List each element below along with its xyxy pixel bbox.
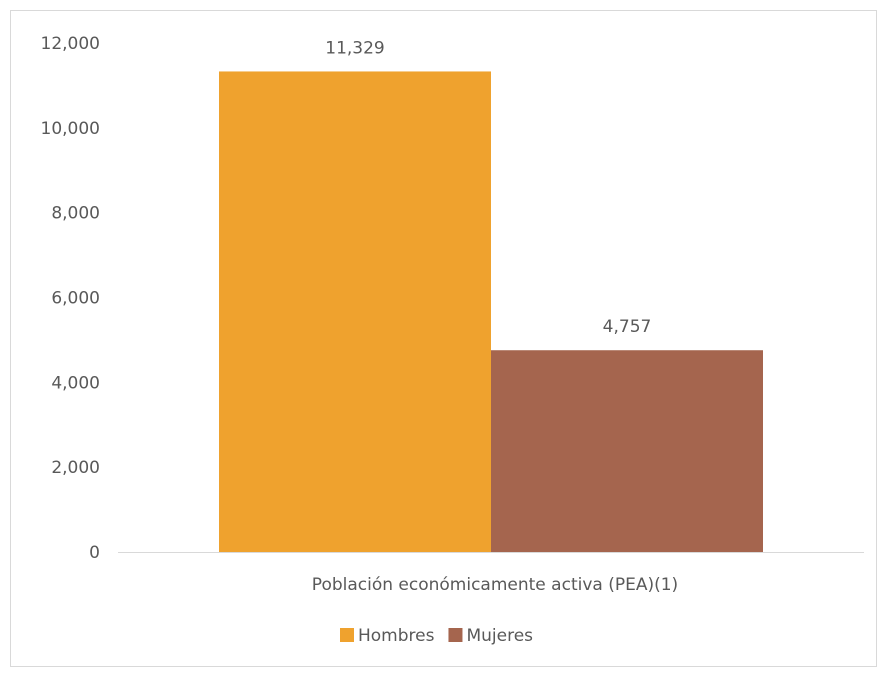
legend-label-mujeres: Mujeres xyxy=(466,626,533,646)
y-tick-label: 2,000 xyxy=(51,458,100,478)
legend: Hombres Mujeres xyxy=(340,626,533,646)
legend-swatch-hombres xyxy=(340,628,354,642)
bar-hombres xyxy=(219,71,491,553)
chart-border xyxy=(10,10,877,667)
y-tick-label: 6,000 xyxy=(51,289,100,309)
data-label-mujeres: 4,757 xyxy=(603,317,652,337)
y-tick-label: 4,000 xyxy=(51,373,100,393)
y-tick-label: 0 xyxy=(89,543,100,563)
y-tick-label: 10,000 xyxy=(41,119,100,139)
y-axis: 0 2,000 4,000 6,000 8,000 10,000 12,000 xyxy=(41,34,100,563)
bars xyxy=(219,71,763,553)
x-axis: Población económicamente activa (PEA)(1) xyxy=(312,575,678,595)
y-tick-label: 8,000 xyxy=(51,204,100,224)
data-labels: 11,329 4,757 xyxy=(325,38,651,337)
legend-swatch-mujeres xyxy=(448,628,463,642)
category-label: Población económicamente activa (PEA)(1) xyxy=(312,575,678,595)
data-label-hombres: 11,329 xyxy=(325,38,384,58)
bar-mujeres xyxy=(491,350,763,552)
legend-label-hombres: Hombres xyxy=(358,626,435,646)
y-tick-label: 12,000 xyxy=(41,34,100,54)
